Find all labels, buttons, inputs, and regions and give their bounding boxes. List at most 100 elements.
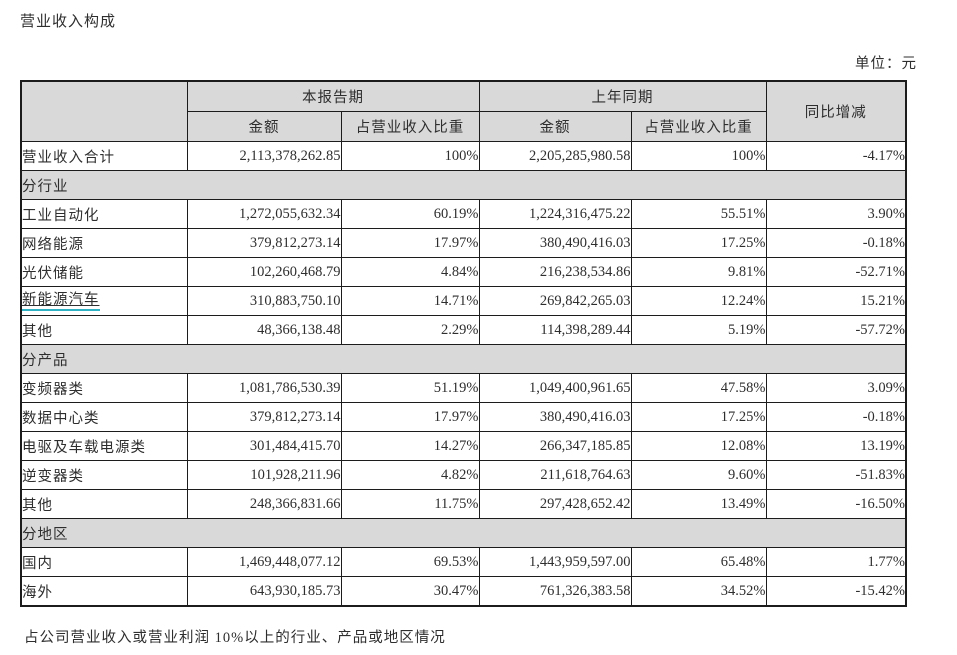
yoy-change-cell: 3.90% — [765, 199, 907, 229]
page-title: 营业收入构成 — [20, 14, 117, 30]
section-label-cell: 分行业 — [20, 170, 907, 200]
section-label-cell: 分地区 — [20, 518, 907, 548]
prior-amount-cell: 211,618,764.63 — [478, 460, 632, 490]
current-amount-cell: 1,272,055,632.34 — [186, 199, 342, 229]
prior-share-cell: 13.49% — [630, 489, 767, 519]
table-row: 逆变器类 101,928,211.96 4.82% 211,618,764.63 9.6… — [20, 460, 907, 490]
current-share-cell: 2.29% — [340, 315, 480, 345]
row-label-cell: 逆变器类 — [20, 460, 188, 490]
prior-amount-cell: 380,490,416.03 — [478, 402, 632, 432]
current-share-cell: 100% — [340, 141, 480, 171]
current-share-cell: 30.47% — [340, 576, 480, 607]
revenue-composition-table: 本报告期 上年同期 同比增减 金额 占营业收入比重 金额 占营业收入比重 营业收… — [20, 80, 907, 607]
corner-blank-cell — [20, 80, 188, 142]
section-label-cell: 分产品 — [20, 344, 907, 374]
current-amount-cell: 1,081,786,530.39 — [186, 373, 342, 403]
current-amount-cell: 2,113,378,262.85 — [186, 141, 342, 171]
prior-amount-cell: 1,049,400,961.65 — [478, 373, 632, 403]
current-share-cell: 17.97% — [340, 228, 480, 258]
yoy-change-cell: 1.77% — [765, 547, 907, 577]
yoy-change-cell: -16.50% — [765, 489, 907, 519]
row-label-cell: 电驱及车载电源类 — [20, 431, 188, 461]
current-share-cell: 14.71% — [340, 286, 480, 316]
yoy-change-cell: -51.83% — [765, 460, 907, 490]
table-row: 变频器类 1,081,786,530.39 51.19% 1,049,400,961.… — [20, 373, 907, 403]
current-amount-cell: 301,484,415.70 — [186, 431, 342, 461]
prior-share-header: 占营业收入比重 — [630, 111, 767, 142]
prior-share-cell: 17.25% — [630, 402, 767, 432]
table-row: 其他 48,366,138.48 2.29% 114,398,289.44 5.19% -… — [20, 315, 907, 345]
table-row: 数据中心类 379,812,273.14 17.97% 380,490,416.03 1… — [20, 402, 907, 432]
table-row: 网络能源 379,812,273.14 17.97% 380,490,416.03 17… — [20, 228, 907, 258]
yoy-change-cell: -4.17% — [765, 141, 907, 171]
yoy-change-header: 同比增减 — [765, 80, 907, 142]
prior-share-cell: 55.51% — [630, 199, 767, 229]
prior-share-cell: 100% — [630, 141, 767, 171]
current-share-cell: 14.27% — [340, 431, 480, 461]
current-amount-cell: 379,812,273.14 — [186, 228, 342, 258]
section-row: 分产品 — [20, 344, 907, 374]
row-label-cell: 网络能源 — [20, 228, 188, 258]
yoy-change-cell: -52.71% — [765, 257, 907, 287]
prior-amount-header: 金额 — [478, 111, 632, 142]
current-amount-cell: 102,260,468.79 — [186, 257, 342, 287]
yoy-change-cell: -0.18% — [765, 228, 907, 258]
prior-amount-cell: 297,428,652.42 — [478, 489, 632, 519]
table-row: 国内 1,469,448,077.12 69.53% 1,443,959,597.00… — [20, 547, 907, 577]
row-label-cell: 数据中心类 — [20, 402, 188, 432]
current-share-header: 占营业收入比重 — [340, 111, 480, 142]
section-row: 分行业 — [20, 170, 907, 200]
table-row: 光伏储能 102,260,468.79 4.84% 216,238,534.86 9.8… — [20, 257, 907, 287]
current-amount-cell: 101,928,211.96 — [186, 460, 342, 490]
section-row: 分地区 — [20, 518, 907, 548]
current-share-cell: 17.97% — [340, 402, 480, 432]
current-share-cell: 4.82% — [340, 460, 480, 490]
row-label-cell: 海外 — [20, 576, 188, 607]
prior-amount-cell: 380,490,416.03 — [478, 228, 632, 258]
current-amount-cell: 379,812,273.14 — [186, 402, 342, 432]
prior-amount-cell: 761,326,383.58 — [478, 576, 632, 607]
current-share-cell: 60.19% — [340, 199, 480, 229]
row-label-cell: 工业自动化 — [20, 199, 188, 229]
table-row: 工业自动化 1,272,055,632.34 60.19% 1,224,316,475… — [20, 199, 907, 229]
unit-note: 单位：元 — [855, 56, 917, 72]
yoy-change-cell: -15.42% — [765, 576, 907, 607]
current-amount-header: 金额 — [186, 111, 342, 142]
table-row: 海外 643,930,185.73 30.47% 761,326,383.58 34.5… — [20, 576, 907, 607]
current-amount-cell: 48,366,138.48 — [186, 315, 342, 345]
table-row: 新能源汽车 310,883,750.10 14.71% 269,842,265.03 1… — [20, 286, 907, 316]
table-row: 电驱及车载电源类 301,484,415.70 14.27% 266,347,185.… — [20, 431, 907, 461]
current-amount-cell: 1,469,448,077.12 — [186, 547, 342, 577]
prior-share-cell: 5.19% — [630, 315, 767, 345]
row-label-cell: 变频器类 — [20, 373, 188, 403]
prior-share-cell: 47.58% — [630, 373, 767, 403]
current-share-cell: 11.75% — [340, 489, 480, 519]
row-label-cell: 国内 — [20, 547, 188, 577]
table-header: 本报告期 上年同期 同比增减 金额 占营业收入比重 金额 占营业收入比重 — [20, 80, 907, 142]
header-row-measures: 金额 占营业收入比重 金额 占营业收入比重 — [21, 111, 906, 142]
yoy-change-cell: 15.21% — [765, 286, 907, 316]
prior-amount-cell: 114,398,289.44 — [478, 315, 632, 345]
table-row: 营业收入合计 2,113,378,262.85 100% 2,205,285,980.… — [20, 141, 907, 171]
prior-share-cell: 12.08% — [630, 431, 767, 461]
current-share-cell: 69.53% — [340, 547, 480, 577]
row-label-cell: 新能源汽车 — [20, 286, 188, 316]
row-label-cell: 其他 — [20, 489, 188, 519]
underlined-term[interactable]: 新能源汽车 — [22, 291, 100, 312]
row-label-cell: 光伏储能 — [20, 257, 188, 287]
yoy-change-cell: 13.19% — [765, 431, 907, 461]
row-label-cell: 其他 — [20, 315, 188, 345]
prior-share-cell: 17.25% — [630, 228, 767, 258]
row-label-cell: 营业收入合计 — [20, 141, 188, 171]
table-body: 营业收入合计 2,113,378,262.85 100% 2,205,285,980.… — [20, 141, 907, 607]
prior-share-cell: 65.48% — [630, 547, 767, 577]
current-share-cell: 4.84% — [340, 257, 480, 287]
prior-share-cell: 9.60% — [630, 460, 767, 490]
current-share-cell: 51.19% — [340, 373, 480, 403]
prior-share-cell: 9.81% — [630, 257, 767, 287]
current-amount-cell: 643,930,185.73 — [186, 576, 342, 607]
yoy-change-cell: 3.09% — [765, 373, 907, 403]
prior-share-cell: 12.24% — [630, 286, 767, 316]
prior-amount-cell: 266,347,185.85 — [478, 431, 632, 461]
